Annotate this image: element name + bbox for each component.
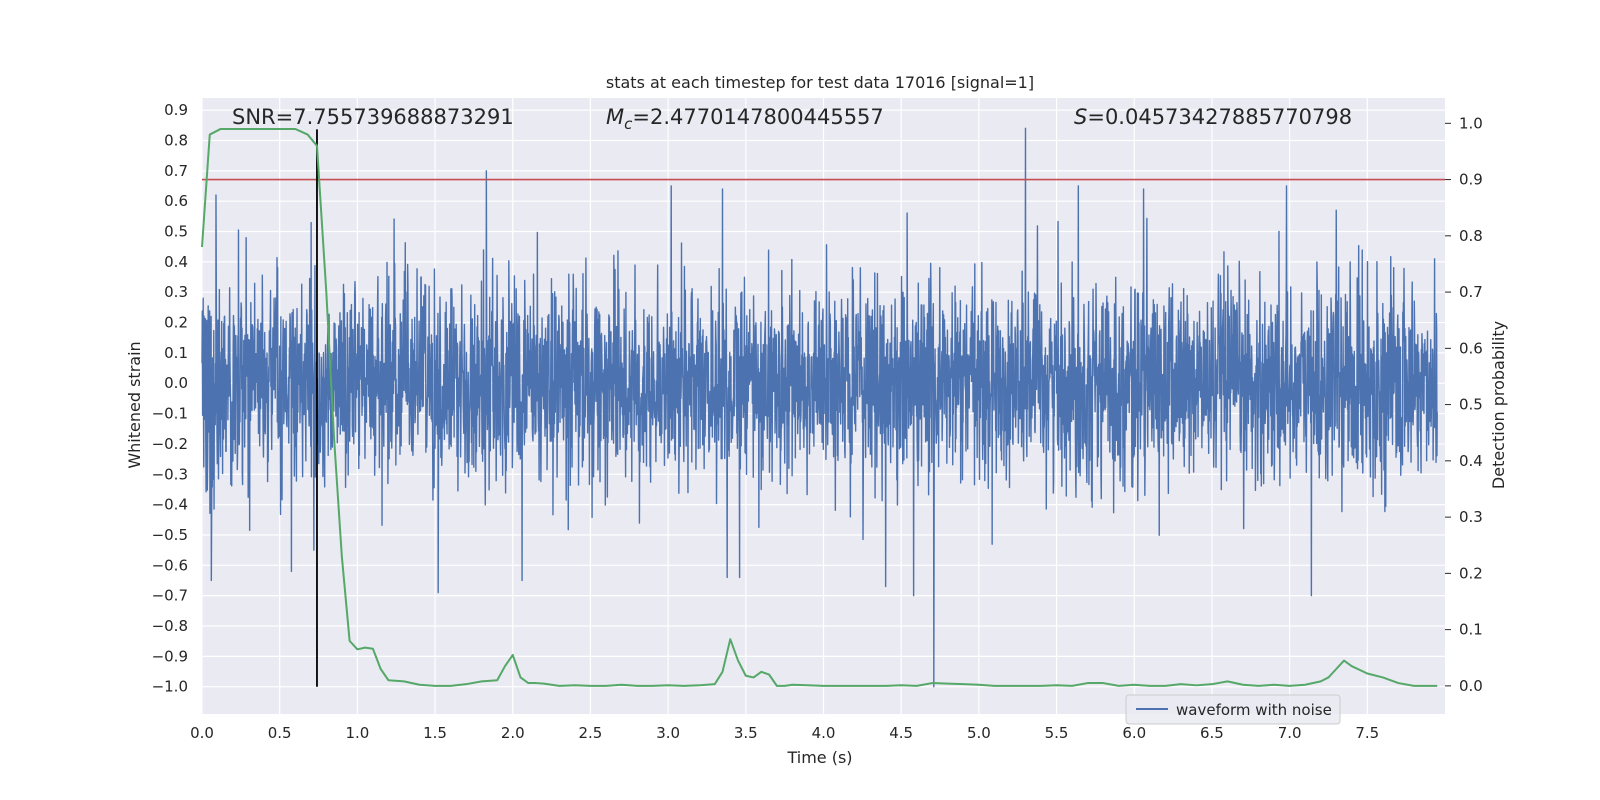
legend: waveform with noise	[1125, 694, 1341, 725]
y-left-tick-label-17: −0.8	[152, 617, 188, 635]
overlays	[201, 127, 1445, 687]
x-tick-label-10: 5.0	[967, 724, 991, 742]
y-right-tick-label-9: 0.1	[1459, 621, 1483, 639]
s-value: =0.04573427885770798	[1087, 105, 1352, 129]
y-left-tick-label-12: −0.3	[152, 465, 188, 483]
y-left-tick-label-9: 0.0	[164, 374, 188, 392]
y-left-tick-label-1: 0.8	[164, 131, 188, 149]
y-left-tick-label-8: 0.1	[164, 344, 188, 362]
x-axis-ticks: 0.0 0.5 1.0 1.5 2.0 2.5 3.0 3.5 4.0 4.5 5.0 5.5 6.0 6…	[190, 724, 1379, 742]
mc-annotation: Mc=2.4770147800445557	[606, 105, 884, 133]
y-right-tick-label-8: 0.2	[1459, 564, 1483, 582]
y-right-tick-label-0: 1.0	[1459, 114, 1483, 132]
y-left-tick-label-7: 0.2	[164, 314, 188, 332]
mc-value: =2.4770147800445557	[632, 105, 883, 129]
x-tick-label-9: 4.5	[889, 724, 913, 742]
waveform-series	[201, 127, 1438, 688]
y-left-tick-label-2: 0.7	[164, 162, 188, 180]
y-right-tick-label-6: 0.4	[1459, 452, 1483, 470]
y-left-tick-label-15: −0.6	[152, 556, 188, 574]
x-tick-label-15: 7.5	[1355, 724, 1379, 742]
y-left-tick-label-11: −0.2	[152, 435, 188, 453]
mc-symbol: M	[606, 105, 624, 129]
legend-box	[1125, 694, 1341, 725]
y-right-axis-label: Detection probability	[1489, 321, 1508, 489]
s-annotation: S=0.04573427885770798	[1074, 105, 1352, 129]
x-tick-label-1: 0.5	[268, 724, 292, 742]
y-right-tick-label-2: 0.8	[1459, 227, 1483, 245]
y-left-tick-label-13: −0.4	[152, 496, 188, 514]
x-tick-label-7: 3.5	[734, 724, 758, 742]
y-left-tick-label-4: 0.5	[164, 223, 188, 241]
x-tick-label-3: 1.5	[423, 724, 447, 742]
y-left-tick-label-3: 0.6	[164, 192, 188, 210]
y-left-axis-ticks: 0.9 0.8 0.7 0.6 0.5 0.4 0.3 0.2 0.1 0.0 −0.1 −0.2 −0…	[152, 101, 188, 696]
y-left-tick-label-0: 0.9	[164, 101, 188, 119]
y-left-tick-label-6: 0.3	[164, 283, 188, 301]
x-tick-label-4: 2.0	[501, 724, 525, 742]
x-tick-label-14: 7.0	[1278, 724, 1302, 742]
y-right-tick-label-7: 0.3	[1459, 508, 1483, 526]
x-axis-label: Time (s)	[786, 748, 852, 767]
x-tick-label-6: 3.0	[656, 724, 680, 742]
chart-title: stats at each timestep for test data 170…	[606, 73, 1034, 92]
legend-entry-waveform: waveform with noise	[1176, 701, 1332, 719]
y-right-tick-label-5: 0.5	[1459, 396, 1483, 414]
x-tick-label-0: 0.0	[190, 724, 214, 742]
waveform-line	[201, 127, 1438, 688]
y-left-axis-label: Whitened strain	[125, 341, 144, 468]
y-right-tick-label-1: 0.9	[1459, 171, 1483, 189]
y-right-tick-label-3: 0.7	[1459, 283, 1483, 301]
x-tick-label-13: 6.5	[1200, 724, 1224, 742]
y-right-axis-ticks: 1.0 0.9 0.8 0.7 0.6 0.5 0.4 0.3 0.2 0.1 0.0	[1445, 114, 1483, 695]
y-left-tick-label-19: −1.0	[152, 678, 188, 696]
x-tick-label-8: 4.0	[812, 724, 836, 742]
s-symbol: S	[1074, 105, 1087, 129]
y-left-tick-label-16: −0.7	[152, 587, 188, 605]
y-right-tick-label-4: 0.6	[1459, 339, 1483, 357]
y-right-tick-label-10: 0.0	[1459, 677, 1483, 695]
y-left-tick-label-18: −0.9	[152, 647, 188, 665]
y-left-tick-label-10: −0.1	[152, 405, 188, 423]
probability-line	[201, 127, 1438, 687]
x-tick-label-5: 2.5	[579, 724, 603, 742]
snr-annotation: SNR=7.755739688873291	[232, 105, 514, 129]
x-tick-label-12: 6.0	[1122, 724, 1146, 742]
y-left-tick-label-5: 0.4	[164, 253, 188, 271]
plot-area	[201, 98, 1445, 714]
y-left-tick-label-14: −0.5	[152, 526, 188, 544]
x-tick-label-2: 1.0	[345, 724, 369, 742]
mc-subscript: c	[624, 115, 633, 133]
x-tick-label-11: 5.5	[1045, 724, 1069, 742]
